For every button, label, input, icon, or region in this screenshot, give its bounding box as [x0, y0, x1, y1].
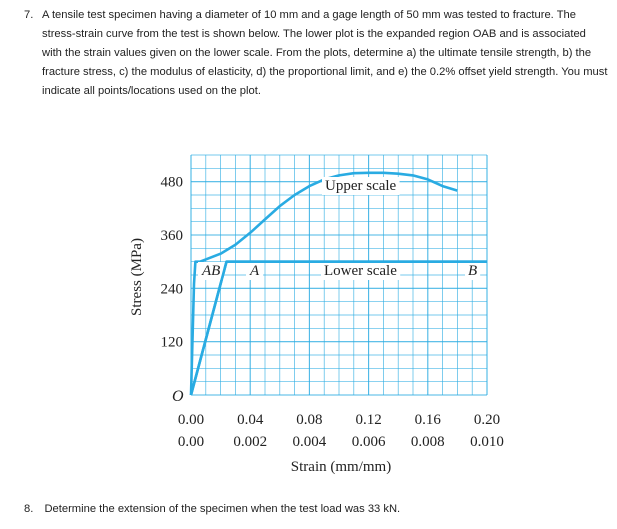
point-a-label-bg [246, 262, 263, 280]
y-tick-label: 360 [161, 228, 184, 244]
upper-scale-label-bg [322, 177, 400, 195]
x-tick-upper: 0.04 [237, 412, 264, 428]
y-tick-label: 120 [161, 335, 184, 351]
chart-texts: 480 360 240 120 O Stress (MPa) 0.00 0.04 0.08 0.1… [129, 175, 504, 475]
point-b-label: B [468, 263, 477, 279]
point-b-label-bg [465, 262, 481, 280]
x-tick-lower: 0.00 [178, 434, 204, 450]
y-axis-label: Stress (MPa) [129, 238, 145, 316]
y-tick-label: 240 [161, 281, 184, 297]
question-7-text: A tensile test specimen having a diamete… [42, 9, 608, 97]
lower-scale-label: Lower scale [324, 263, 397, 279]
stress-strain-chart: 480 360 240 120 O Stress (MPa) 0.00 0.04 0.08 0.1… [129, 154, 504, 475]
question-8: 8. Determine the extension of the specim… [24, 503, 400, 515]
x-tick-lower: 0.006 [352, 434, 386, 450]
x-tick-lower: 0.004 [293, 434, 327, 450]
point-ab-label: AB [201, 263, 220, 279]
upper-scale-label: Upper scale [325, 178, 397, 194]
x-tick-upper: 0.12 [355, 412, 381, 428]
question-7: 7. A tensile test specimen having a diam… [24, 6, 608, 101]
x-tick-lower: 0.008 [411, 434, 445, 450]
point-ab-label-bg [198, 262, 224, 280]
x-tick-upper: 0.00 [178, 412, 204, 428]
x-tick-upper: 0.20 [474, 412, 500, 428]
x-tick-upper: 0.08 [296, 412, 322, 428]
question-7-number: 7. [24, 9, 34, 21]
x-axis-label: Strain (mm/mm) [291, 459, 391, 475]
origin-label: O [172, 388, 184, 405]
question-8-text: Determine the extension of the specimen … [44, 503, 401, 515]
upper-scale-curve [189, 171, 458, 396]
x-tick-lower: 0.002 [233, 434, 267, 450]
question-8-number: 8. [24, 503, 34, 515]
y-tick-label: 480 [161, 175, 184, 191]
lower-scale-curve-overlay [189, 260, 487, 396]
x-tick-upper: 0.16 [415, 412, 442, 428]
point-a-label: A [249, 263, 260, 279]
x-tick-lower: 0.010 [470, 434, 504, 450]
lower-scale-label-bg [321, 262, 401, 280]
